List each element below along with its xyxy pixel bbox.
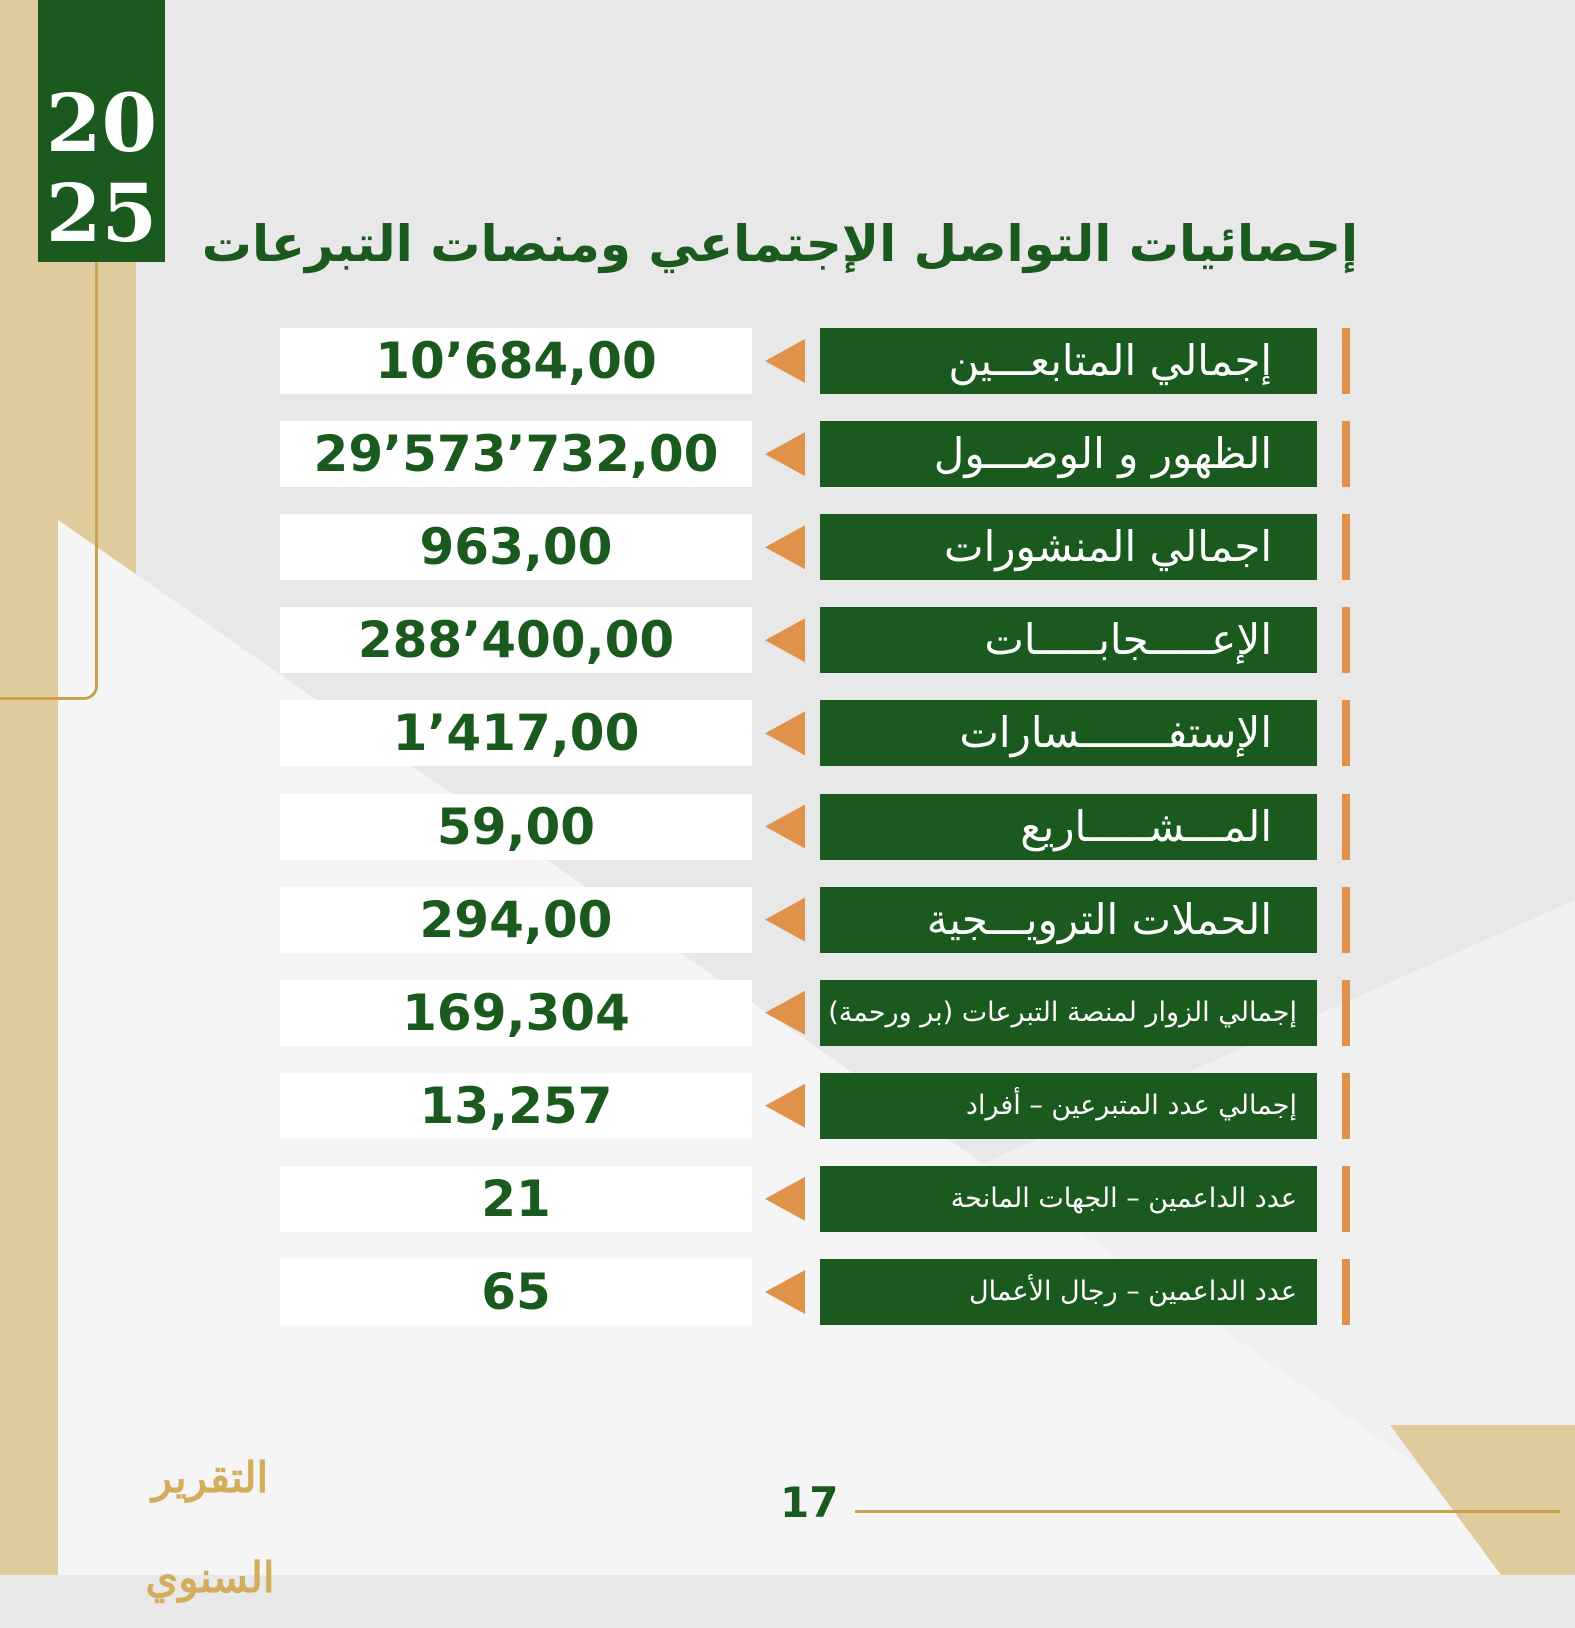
arrow — [765, 432, 805, 477]
arrow — [765, 804, 805, 849]
arrow — [765, 618, 805, 663]
stat-label: الظهور و الوصـــول — [820, 421, 1317, 488]
page-number: 17 — [780, 1478, 839, 1527]
stat-label: الحملات الترويـــجية — [820, 886, 1317, 953]
accent-bar — [1342, 1165, 1350, 1232]
accent-bar — [1342, 793, 1350, 860]
year-top: 20 — [45, 76, 158, 170]
footer-line — [855, 1510, 1560, 1513]
stat-label: الإعـــــجابـــــات — [820, 607, 1317, 674]
stat-label: اجمالي المنشورات — [820, 514, 1317, 581]
accent-bar — [1342, 700, 1350, 767]
stat-value: 59,00 — [280, 793, 752, 860]
stat-value: 13,257 — [280, 1072, 752, 1139]
stat-value: 294,00 — [280, 886, 752, 953]
accent-bar — [1342, 421, 1350, 488]
stat-value: 65 — [280, 1259, 752, 1325]
stat-label: المـــشـــــاريع — [820, 793, 1317, 860]
arrow — [765, 339, 805, 383]
stat-value: 29’573’732,00 — [280, 421, 752, 488]
stat-value: 21 — [280, 1165, 752, 1232]
stat-label: عدد الداعمين – الجهات المانحة — [820, 1165, 1317, 1232]
accent-bar — [1342, 514, 1350, 581]
arrow — [765, 711, 805, 756]
stat-label: إجمالي الزوار لمنصة التبرعات (بر ورحمة) — [820, 979, 1317, 1046]
arrow — [765, 525, 805, 570]
accent-bar — [1342, 886, 1350, 953]
stat-value: 169,304 — [280, 979, 752, 1046]
accent-bar — [1342, 1259, 1350, 1325]
stat-label: إجمالي عدد المتبرعين – أفراد — [820, 1072, 1317, 1139]
arrow — [765, 897, 805, 942]
gold-frame — [0, 262, 98, 700]
stat-label: إجمالي المتابعـــين — [820, 328, 1317, 394]
stat-label: عدد الداعمين – رجال الأعمال — [820, 1259, 1317, 1325]
accent-bar — [1342, 607, 1350, 674]
stat-value: 288’400,00 — [280, 607, 752, 674]
title: إحصائيات التواصل الإجتماعي ومنصات التبرع… — [201, 215, 1359, 273]
logo: التقرير السنوي — [145, 1453, 275, 1602]
accent-bar — [1342, 1072, 1350, 1139]
stat-value: 963,00 — [280, 514, 752, 581]
stat-value: 1’417,00 — [280, 700, 752, 767]
stat-value: 10’684,00 — [280, 328, 752, 394]
year-box: 20 25 — [38, 0, 165, 262]
accent-bar — [1342, 328, 1350, 394]
stat-label: الإستفـــــــسارات — [820, 700, 1317, 767]
year-bottom: 25 — [45, 166, 158, 260]
accent-bar — [1342, 979, 1350, 1046]
